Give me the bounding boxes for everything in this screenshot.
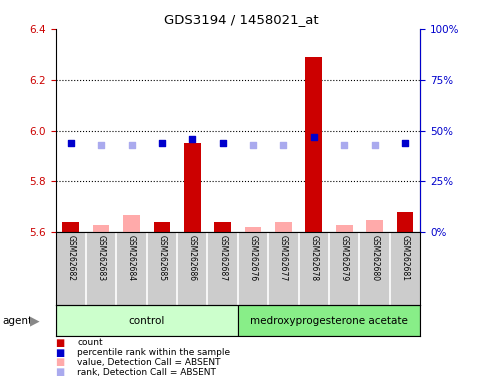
Text: ■: ■ xyxy=(56,358,65,367)
Text: agent: agent xyxy=(2,316,32,326)
Text: ■: ■ xyxy=(56,367,65,377)
Bar xyxy=(245,227,261,232)
Point xyxy=(371,142,379,148)
Bar xyxy=(275,222,292,232)
Text: medroxyprogesterone acetate: medroxyprogesterone acetate xyxy=(250,316,408,326)
Text: count: count xyxy=(77,338,103,347)
Bar xyxy=(305,57,322,232)
Text: GSM262680: GSM262680 xyxy=(370,235,379,281)
Bar xyxy=(154,222,170,232)
Text: GSM262686: GSM262686 xyxy=(188,235,197,281)
Text: GSM262677: GSM262677 xyxy=(279,235,288,281)
Bar xyxy=(123,215,140,232)
Bar xyxy=(62,222,79,232)
Point xyxy=(249,142,257,148)
Bar xyxy=(238,305,420,336)
Bar xyxy=(184,143,200,232)
Text: GSM262682: GSM262682 xyxy=(66,235,75,280)
Text: percentile rank within the sample: percentile rank within the sample xyxy=(77,348,230,357)
Bar xyxy=(397,212,413,232)
Point xyxy=(158,140,166,146)
Text: value, Detection Call = ABSENT: value, Detection Call = ABSENT xyxy=(77,358,221,367)
Point xyxy=(219,140,227,146)
Text: GSM262683: GSM262683 xyxy=(97,235,106,281)
Text: GSM262681: GSM262681 xyxy=(400,235,410,280)
Point xyxy=(341,142,348,148)
Point xyxy=(280,142,287,148)
Text: GDS3194 / 1458021_at: GDS3194 / 1458021_at xyxy=(164,13,319,26)
Text: control: control xyxy=(128,316,165,326)
Text: GSM262678: GSM262678 xyxy=(309,235,318,281)
Point xyxy=(310,134,318,140)
Point xyxy=(97,142,105,148)
Text: GSM262676: GSM262676 xyxy=(249,235,257,281)
Text: rank, Detection Call = ABSENT: rank, Detection Call = ABSENT xyxy=(77,368,216,377)
Text: GSM262687: GSM262687 xyxy=(218,235,227,281)
Bar xyxy=(336,225,353,232)
Text: GSM262685: GSM262685 xyxy=(157,235,167,281)
Text: ▶: ▶ xyxy=(30,314,40,327)
Text: ■: ■ xyxy=(56,338,65,348)
Text: GSM262679: GSM262679 xyxy=(340,235,349,281)
Point xyxy=(67,140,74,146)
Text: ■: ■ xyxy=(56,348,65,358)
Bar xyxy=(214,222,231,232)
Bar xyxy=(56,305,238,336)
Point xyxy=(128,142,135,148)
Bar xyxy=(366,220,383,232)
Point xyxy=(401,140,409,146)
Text: GSM262684: GSM262684 xyxy=(127,235,136,281)
Bar xyxy=(93,225,110,232)
Point xyxy=(188,136,196,142)
